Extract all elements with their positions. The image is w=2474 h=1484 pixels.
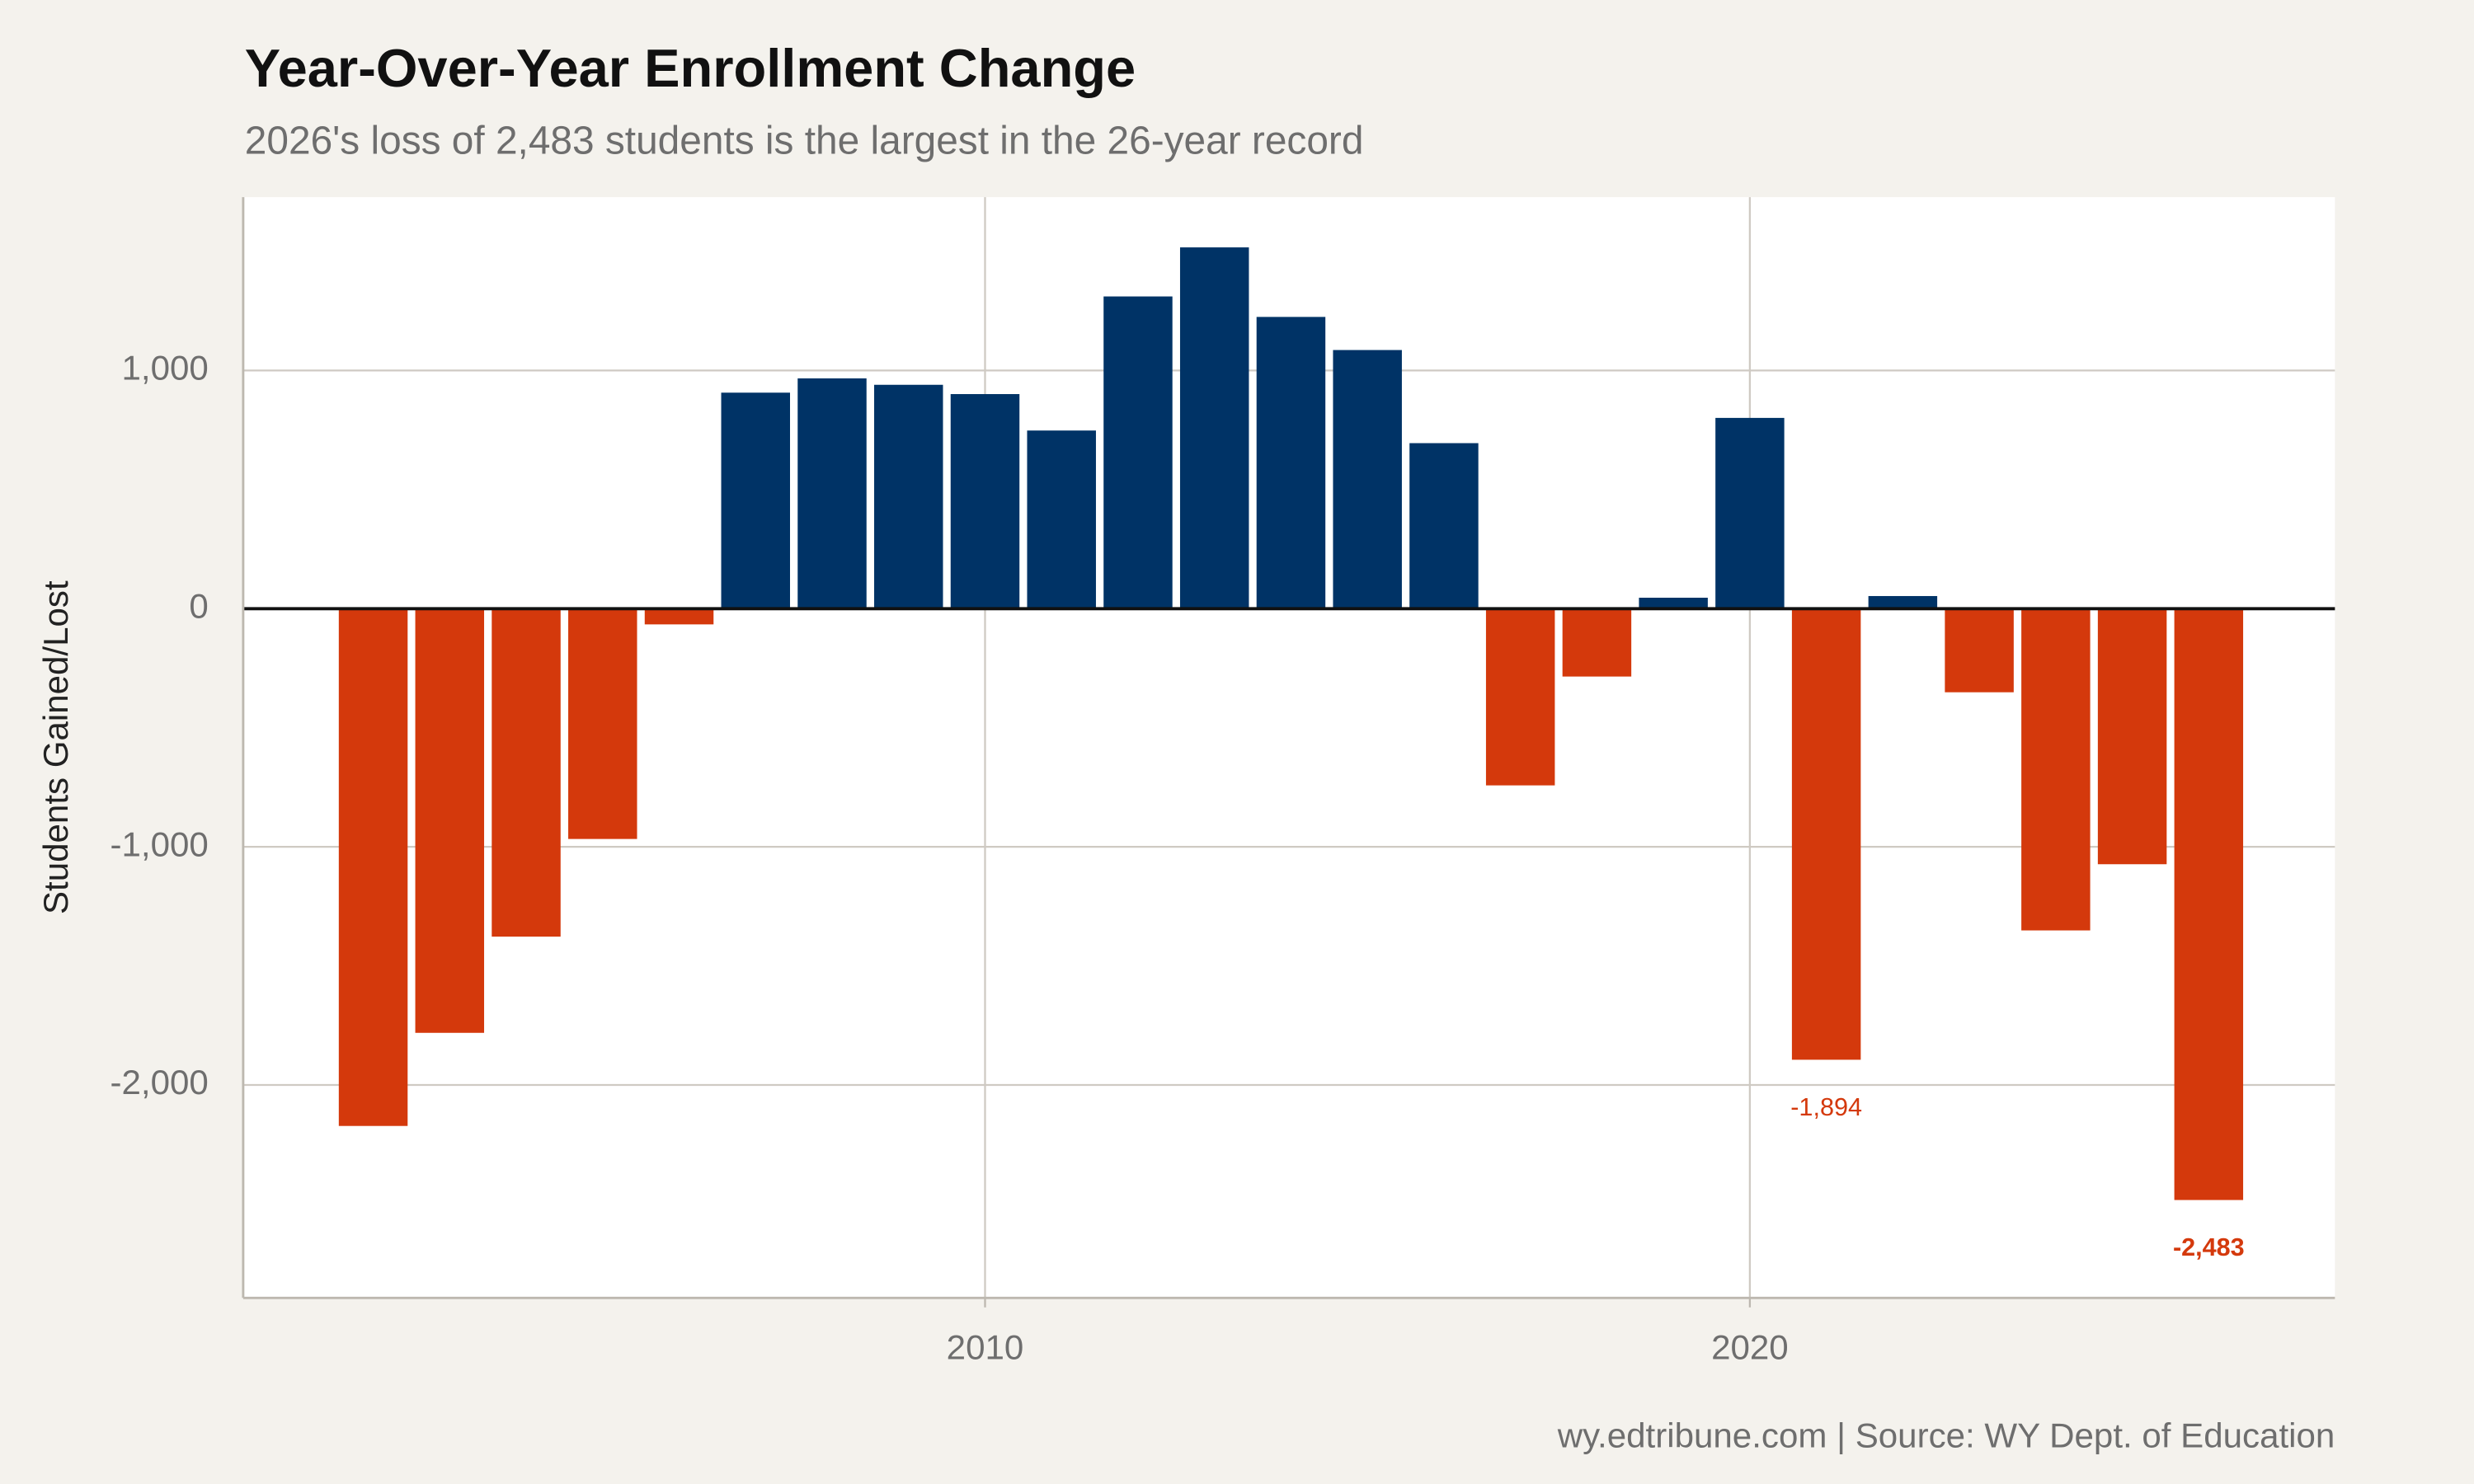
value-label: -1,894 (1790, 1093, 1862, 1121)
axes: -2,000 -1,000 0 1,000 2010 2020 (111, 197, 2335, 1367)
bar (1562, 608, 1632, 677)
chart-title: Year-Over-Year Enrollment Change (245, 38, 1136, 98)
bar (1868, 595, 1938, 609)
bars: -1,894 -2,483 (242, 247, 2335, 1261)
bar (492, 608, 561, 937)
bar (338, 608, 408, 1126)
value-label: -2,483 (2173, 1233, 2245, 1261)
bar (1715, 417, 1785, 609)
bar (415, 608, 485, 1033)
bar (1945, 608, 2014, 693)
bar (721, 392, 790, 609)
bar (1027, 430, 1096, 609)
bar (644, 608, 714, 625)
bar (2174, 608, 2244, 1200)
bar (2097, 608, 2167, 865)
bar (1639, 597, 1708, 609)
y-tick-label: -2,000 (111, 1063, 209, 1101)
y-axis-label: Students Gained/Lost (36, 580, 75, 914)
bar (874, 384, 943, 609)
x-tick-label: 2010 (947, 1328, 1024, 1367)
bar (950, 394, 1020, 609)
bar (1179, 247, 1249, 609)
y-tick-label: -1,000 (111, 824, 209, 863)
bar (2021, 608, 2091, 931)
bar (1333, 350, 1402, 609)
bar (1103, 296, 1173, 609)
x-tick-label: 2020 (1711, 1328, 1789, 1367)
bar (1485, 608, 1555, 786)
y-tick-label: 1,000 (122, 349, 209, 387)
bar (797, 378, 867, 609)
bar (568, 608, 637, 839)
source-note: wy.edtribune.com | Source: WY Dept. of E… (1557, 1416, 2335, 1455)
chart-subtitle: 2026's loss of 2,483 students is the lar… (245, 120, 1364, 163)
bar (1409, 443, 1479, 609)
bar (1256, 317, 1326, 609)
bar (1791, 608, 1861, 1060)
y-tick-label: 0 (189, 586, 208, 625)
